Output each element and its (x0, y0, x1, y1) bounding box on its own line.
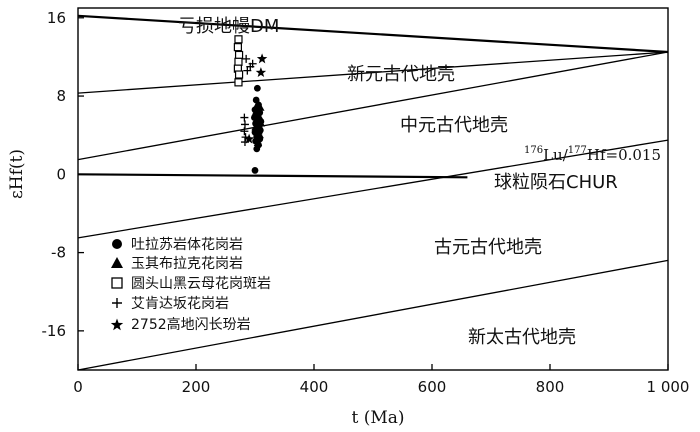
y-tick-label: 8 (56, 87, 66, 105)
legend-label-2752: 2752高地闪长玢岩 (131, 316, 251, 333)
reference-line-1 (77, 173, 468, 179)
plot-frame (77, 7, 669, 371)
data-point-circle (253, 145, 261, 153)
x-tick-label: 800 (536, 378, 565, 396)
data-point-square (234, 57, 243, 66)
data-point-circle (253, 84, 261, 92)
legend-item-2752: 2752高地闪长玢岩 (110, 316, 251, 333)
region-label-neoproterozoic: 新元古代地壳 (347, 64, 455, 85)
data-point-star (255, 67, 267, 78)
lu-hf-ratio-label: 176Lu/177Hf=0.015 (524, 145, 661, 164)
legend-star-marker (110, 318, 124, 331)
data-point-square (234, 78, 243, 87)
hf-superscript: 177 (568, 145, 587, 156)
data-point-triangle (253, 138, 263, 147)
legend-plus-marker (112, 298, 122, 308)
reference-line-5 (77, 259, 669, 371)
legend-square-marker (111, 277, 123, 289)
x-tick-label: 1 000 (647, 378, 690, 396)
data-point-square (234, 50, 244, 60)
legend-label-yuqibulake: 玉其布拉克花岗岩 (131, 256, 243, 272)
legend-item-tulasu: 吐拉苏岩体花岗岩 (112, 237, 243, 253)
x-axis-title: t (Ma) (351, 408, 404, 428)
x-tick-label: 0 (73, 378, 83, 396)
legend-item-yuqibulake: 玉其布拉克花岗岩 (111, 256, 243, 272)
data-point-circle (251, 167, 259, 174)
reference-lines (77, 14, 669, 371)
data-point-star (243, 133, 255, 144)
data-point-square (234, 35, 243, 44)
y-tick-label: -16 (42, 322, 67, 340)
data-point-triangle (256, 118, 266, 127)
legend-label-yuantoushan: 圆头山黑云母花岗斑岩 (131, 276, 271, 292)
legend-triangle-marker (111, 257, 123, 268)
data-point-triangle (251, 107, 261, 115)
region-label-paleoproterozoic: 古元古代地壳 (434, 237, 542, 258)
lu-text: Lu/ (543, 146, 569, 164)
data-point-plus (243, 66, 252, 75)
lu-superscript: 176 (524, 145, 543, 156)
x-tick-label: 600 (418, 378, 447, 396)
y-axis-title: εHf(t) (7, 149, 27, 199)
axis-ticks: 0 200 400 600 800 1 000 -16 -8 0 8 16 (42, 9, 690, 396)
legend-label-tulasu: 吐拉苏岩体花岗岩 (131, 237, 243, 253)
region-label-chur: 球粒陨石CHUR (494, 172, 618, 193)
reference-line-3 (77, 51, 669, 161)
legend-label-aikendaban: 艾肯达坂花岗岩 (131, 296, 229, 312)
data-point-square (234, 70, 244, 79)
legend: 吐拉苏岩体花岗岩 玉其布拉克花岗岩 圆头山黑云母花岗斑岩 艾肯达坂花岗岩 275… (110, 237, 271, 333)
data-point-plus (242, 54, 251, 63)
data-points (233, 35, 268, 174)
data-point-plus (240, 127, 249, 136)
data-point-plus (240, 113, 249, 122)
data-point-triangle (256, 103, 265, 111)
legend-item-aikendaban: 艾肯达坂花岗岩 (112, 296, 229, 312)
data-point-star (256, 53, 268, 64)
region-label-dm: 亏损地幔DM (178, 16, 279, 37)
y-tick-label: 0 (56, 165, 66, 183)
region-label-mesoproterozoic: 中元古代地壳 (400, 115, 508, 136)
legend-item-yuantoushan: 圆头山黑云母花岗斑岩 (111, 276, 271, 292)
reference-line-0 (77, 14, 669, 54)
data-point-plus (240, 120, 249, 129)
reference-line-4 (77, 139, 669, 239)
reference-line-2 (77, 51, 669, 94)
legend-circle-marker (112, 239, 122, 249)
hf-text: Hf=0.015 (587, 146, 661, 164)
data-point-plus (248, 59, 257, 68)
data-point-square (233, 43, 242, 52)
x-tick-label: 200 (182, 378, 211, 396)
x-tick-label: 400 (300, 378, 329, 396)
region-label-neoarchean: 新太古代地壳 (468, 327, 576, 348)
y-tick-label: -8 (51, 244, 66, 262)
y-tick-label: 16 (47, 9, 66, 27)
